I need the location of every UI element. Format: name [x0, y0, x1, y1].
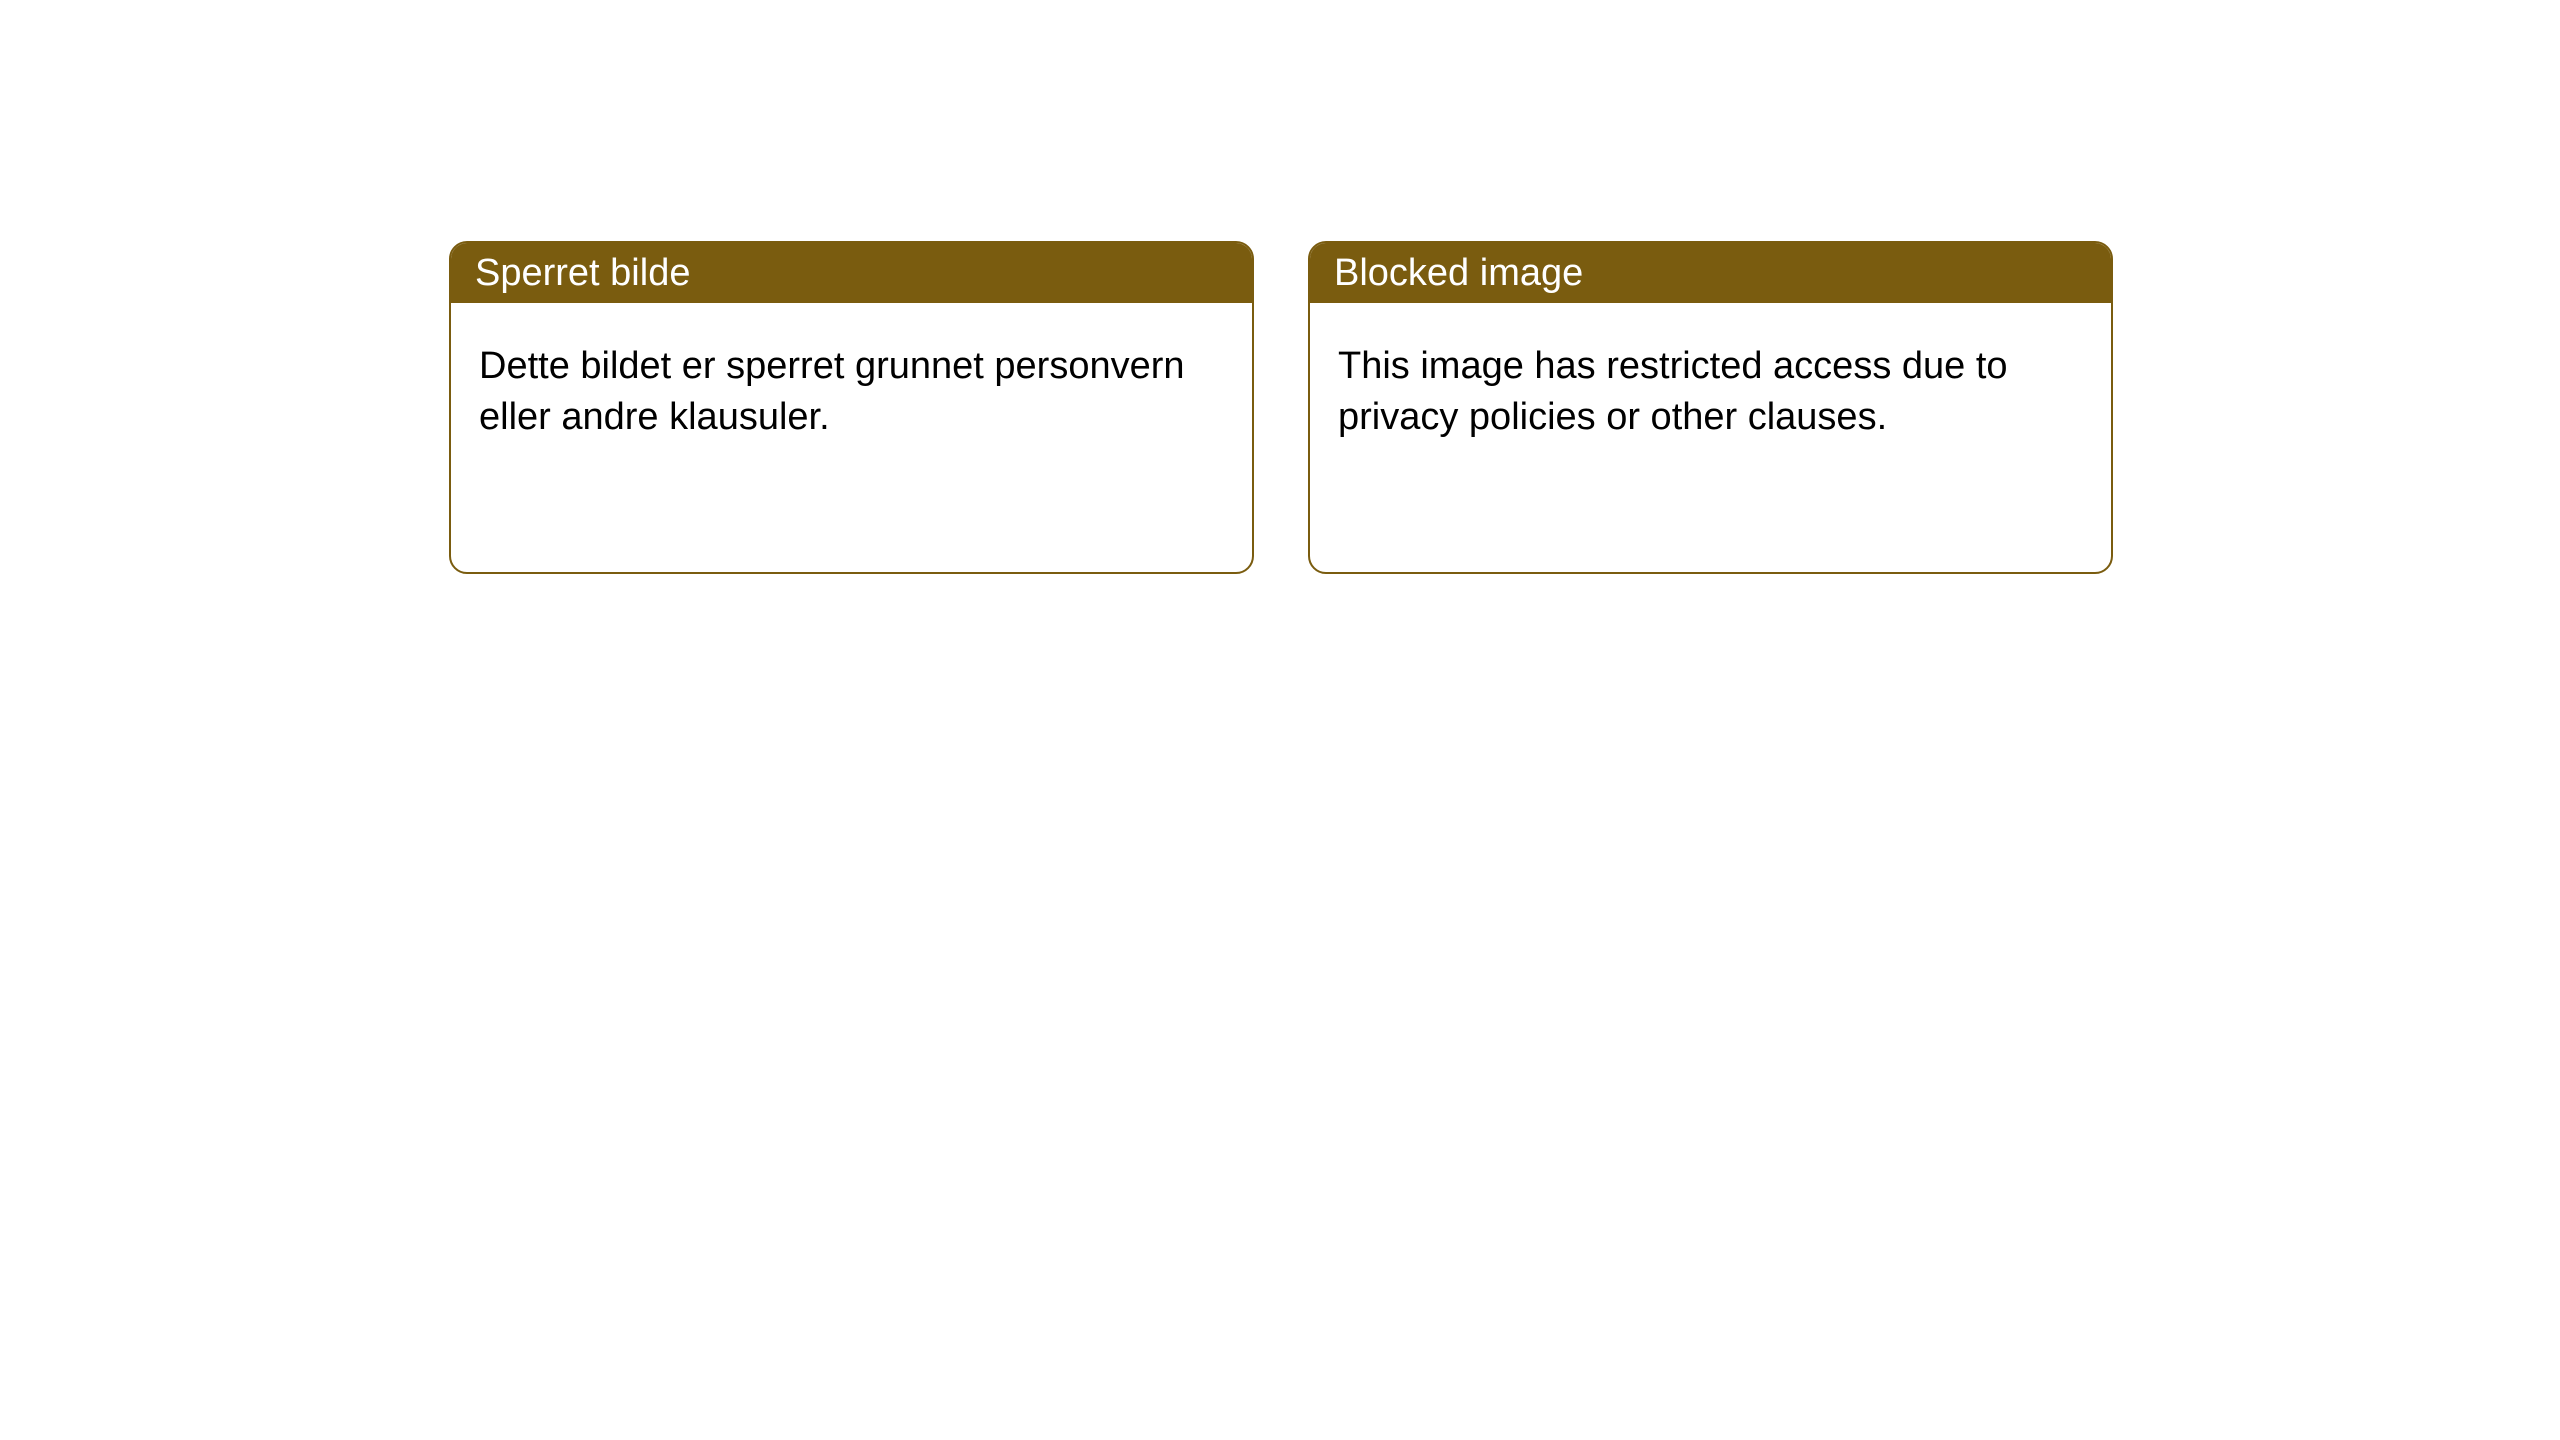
notice-card-norwegian: Sperret bilde Dette bildet er sperret gr… — [449, 241, 1254, 574]
notice-body: Dette bildet er sperret grunnet personve… — [451, 303, 1252, 482]
notice-title: Sperret bilde — [475, 252, 690, 295]
notice-header: Sperret bilde — [451, 243, 1252, 303]
notice-message: This image has restricted access due to … — [1338, 345, 2008, 438]
notice-container: Sperret bilde Dette bildet er sperret gr… — [0, 0, 2560, 574]
notice-title: Blocked image — [1334, 252, 1583, 295]
notice-message: Dette bildet er sperret grunnet personve… — [479, 345, 1185, 438]
notice-header: Blocked image — [1310, 243, 2111, 303]
notice-card-english: Blocked image This image has restricted … — [1308, 241, 2113, 574]
notice-body: This image has restricted access due to … — [1310, 303, 2111, 482]
